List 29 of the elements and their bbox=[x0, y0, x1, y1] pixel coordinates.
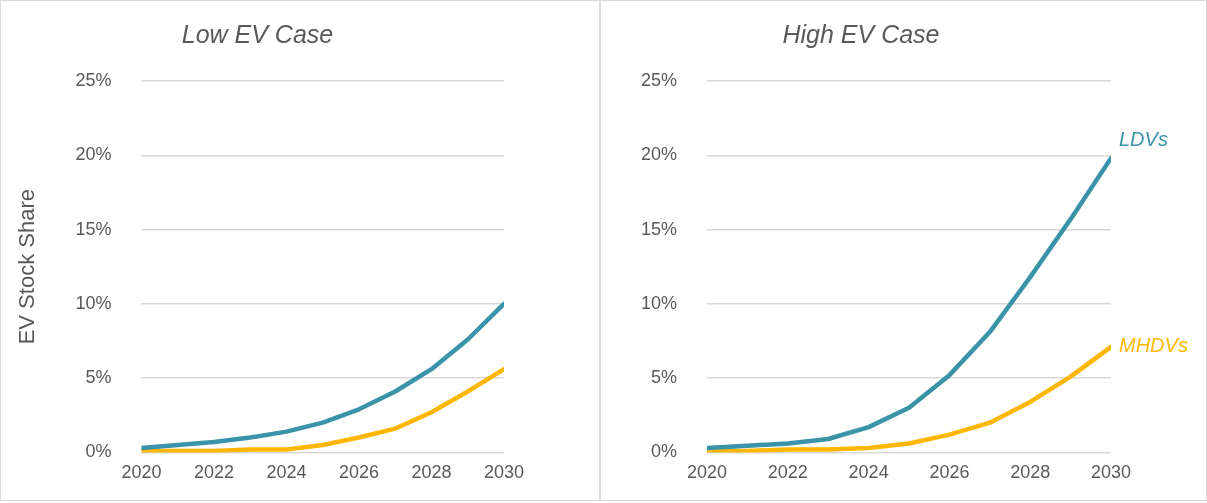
x-tick-label: 2030 bbox=[483, 462, 525, 483]
y-tick-label: 15% bbox=[641, 218, 678, 239]
x-tick-label: 2022 bbox=[767, 462, 808, 483]
y-tick-label: 15% bbox=[75, 218, 112, 239]
y-tick-label: 25% bbox=[75, 69, 112, 90]
x-tick-label: 2022 bbox=[193, 462, 234, 483]
x-tick-label: 2026 bbox=[338, 462, 379, 483]
chart-title: Low EV Case bbox=[181, 19, 334, 48]
y-tick-label: 10% bbox=[641, 292, 678, 313]
x-tick-label: 2028 bbox=[1010, 462, 1051, 483]
x-tick-label: 2026 bbox=[929, 462, 970, 483]
x-tick-label: 2024 bbox=[266, 462, 307, 483]
chart-title: High EV Case bbox=[782, 19, 940, 48]
y-axis-title: EV Stock Share bbox=[14, 189, 40, 345]
x-tick-label: 2028 bbox=[411, 462, 452, 483]
y-tick-label: 5% bbox=[85, 367, 112, 388]
series-label: LDVs bbox=[1119, 127, 1168, 150]
x-tick-label: 2020 bbox=[687, 462, 728, 483]
y-tick-label: 25% bbox=[641, 69, 678, 90]
x-tick-label: 2024 bbox=[848, 462, 889, 483]
series-label: MHDVs bbox=[1119, 334, 1188, 357]
x-tick-label: 2030 bbox=[1090, 462, 1132, 483]
y-tick-label: 0% bbox=[651, 441, 678, 462]
y-tick-label: 5% bbox=[651, 367, 678, 388]
y-tick-label: 0% bbox=[85, 441, 112, 462]
x-tick-label: 2020 bbox=[121, 462, 162, 483]
y-tick-label: 20% bbox=[75, 144, 112, 165]
y-tick-label: 20% bbox=[641, 144, 678, 165]
y-tick-label: 10% bbox=[75, 292, 112, 313]
